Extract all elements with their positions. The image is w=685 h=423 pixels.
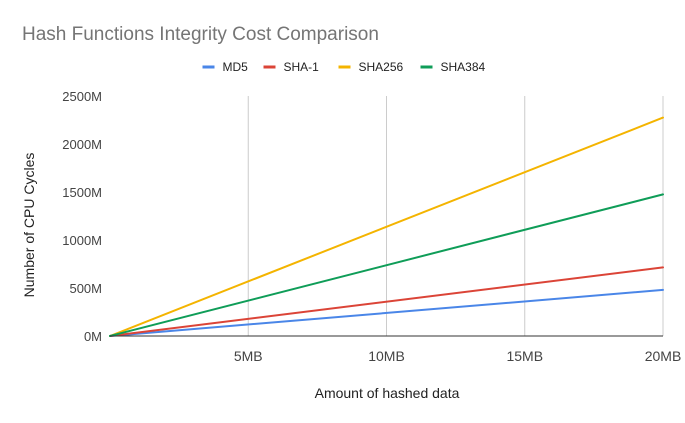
y-axis-label: Number of CPU Cycles — [21, 153, 37, 298]
series-line-md5 — [109, 288, 664, 337]
chart-title: Hash Functions Integrity Cost Comparison — [22, 24, 379, 45]
y-tick-label: 1500M — [62, 185, 102, 200]
x-tick-label: 15MB — [506, 348, 543, 364]
gridlines — [247, 96, 664, 336]
legend-label-sha256: SHA256 — [359, 60, 404, 74]
legend-label-sha384: SHA384 — [441, 60, 486, 74]
x-axis: 5MB 10MB 15MB 20MB — [234, 348, 681, 364]
x-tick-label: 10MB — [368, 348, 405, 364]
legend-label-md5: MD5 — [223, 60, 249, 74]
series-lines — [109, 116, 664, 337]
y-tick-label: 2000M — [62, 137, 102, 152]
legend-swatch-sha384 — [420, 65, 433, 69]
x-axis-label: Amount of hashed data — [315, 385, 460, 401]
series-line-sha384 — [109, 193, 664, 337]
y-tick-label: 500M — [69, 281, 102, 296]
y-tick-label: 2500M — [62, 89, 102, 104]
series-line-sha-1 — [109, 266, 664, 337]
y-tick-label: 1000M — [62, 233, 102, 248]
legend-swatch-md5 — [202, 65, 215, 69]
x-tick-label: 5MB — [234, 348, 263, 364]
y-axis: 0M 500M 1000M 1500M 2000M 2500M — [62, 89, 102, 344]
y-tick-label: 0M — [84, 329, 102, 344]
x-tick-label: 20MB — [645, 348, 682, 364]
series-line-sha256 — [109, 116, 664, 337]
legend-swatch-sha256 — [338, 65, 351, 69]
legend: MD5 SHA-1 SHA256 SHA384 — [202, 60, 486, 74]
legend-swatch-sha-1 — [263, 65, 276, 69]
legend-label-sha-1: SHA-1 — [284, 60, 320, 74]
